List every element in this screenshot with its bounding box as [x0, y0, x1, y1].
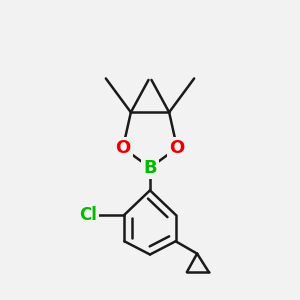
Text: B: B: [143, 159, 157, 177]
Text: O: O: [169, 139, 185, 157]
Text: Cl: Cl: [79, 206, 97, 224]
Text: O: O: [115, 139, 130, 157]
